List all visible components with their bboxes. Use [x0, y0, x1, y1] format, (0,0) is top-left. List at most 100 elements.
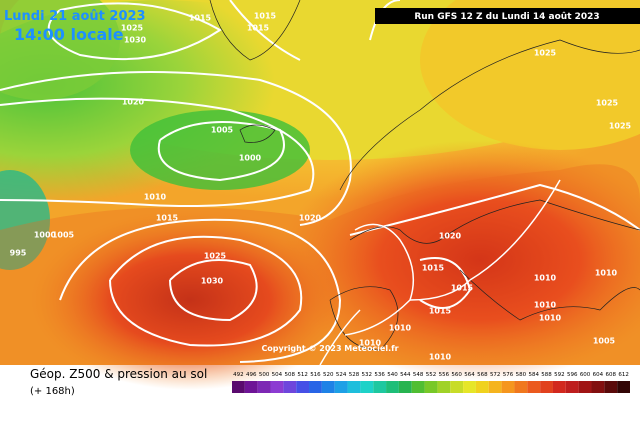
isobar-label: 1020 — [299, 214, 322, 223]
isobar-label: 1015 — [254, 12, 277, 21]
colorbar-swatch — [309, 381, 322, 393]
colorbar: 492 496 500 504 508 512 516 520 524 528 532 536 540 5… — [232, 372, 630, 393]
copyright: Copyright © 2023 Meteociel.fr — [261, 344, 398, 353]
colorbar-label: 492 — [233, 372, 244, 378]
isobar-label: 1010 — [534, 274, 557, 283]
colorbar-label: 584 — [528, 372, 539, 378]
colorbar-label: 604 — [593, 372, 604, 378]
colorbar-label: 524 — [336, 372, 347, 378]
isobar-label: 1005 — [52, 231, 75, 240]
colorbar-swatch — [244, 381, 258, 393]
colorbar-swatch — [398, 381, 412, 393]
colorbar-label: 512 — [297, 372, 308, 378]
colorbar-swatch — [552, 381, 566, 393]
coastlines — [209, 0, 640, 351]
colorbar-label: 592 — [554, 372, 565, 378]
isobar-label: 1010 — [539, 314, 562, 323]
colorbar-label: 600 — [580, 372, 591, 378]
colorbar-label: 588 — [541, 372, 552, 378]
isobar-label: 1010 — [534, 301, 557, 310]
colorbar-swatch — [540, 381, 553, 393]
colorbar-label: 572 — [490, 372, 501, 378]
isobar-label: 1010 — [429, 353, 452, 362]
colorbar-label: 608 — [605, 372, 616, 378]
isobar-label: 1025 — [609, 122, 632, 131]
colorbar-swatch — [321, 381, 335, 393]
run-info: Run GFS 12 Z du Lundi 14 août 2023 — [414, 12, 599, 22]
colorbar-swatch — [514, 381, 528, 393]
colorbar-swatch — [488, 381, 502, 393]
colorbar-swatch — [283, 381, 297, 393]
colorbar-label: 540 — [387, 372, 398, 378]
isobar-label: 1015 — [189, 14, 212, 23]
colorbar-swatch — [475, 381, 489, 393]
isobar-label: 995 — [10, 249, 27, 258]
colorbar-swatch — [373, 381, 387, 393]
isobar-labels: 1015 1015 1015 1025 1030 1020 1005 1000 1010 1015… — [10, 12, 632, 362]
isobar-label: 1025 — [204, 252, 227, 261]
colorbar-label: 556 — [439, 372, 450, 378]
colorbar-swatch — [347, 381, 361, 393]
colorbar-label: 528 — [349, 372, 360, 378]
isobar-lines — [0, 0, 640, 363]
colorbar-label: 564 — [464, 372, 475, 378]
colorbar-swatch — [591, 381, 605, 393]
colorbar-swatch — [257, 381, 271, 393]
colorbar-label: 532 — [362, 372, 373, 378]
isobar-label: 1025 — [121, 24, 144, 33]
colorbar-label: 568 — [477, 372, 488, 378]
valid-date: Lundi 21 août 2023 — [4, 9, 146, 24]
colorbar-label: 520 — [323, 372, 334, 378]
colorbar-swatch — [424, 381, 438, 393]
colorbar-label: 544 — [400, 372, 411, 378]
colorbar-swatch — [437, 381, 451, 393]
colorbar-label: 496 — [246, 372, 257, 378]
isobar-label: 1010 — [359, 339, 382, 348]
map-field — [0, 0, 640, 390]
colorbar-swatch — [501, 381, 515, 393]
isobar-label: 1005 — [211, 126, 234, 135]
lead-time: (+ 168h) — [30, 386, 75, 397]
colorbar-swatch — [527, 381, 541, 393]
isobar-label: 1020 — [122, 98, 145, 107]
colorbar-swatch — [463, 381, 476, 393]
isobar-label: 1030 — [201, 277, 224, 286]
colorbar-swatch — [617, 381, 630, 393]
isobar-label: 1015 — [247, 24, 270, 33]
colorbar-swatch — [578, 381, 592, 393]
colorbar-swatch — [334, 381, 348, 393]
isobar-label: 1005 — [593, 337, 616, 346]
colorbar-label: 612 — [618, 372, 629, 378]
isobar-label: 1030 — [124, 36, 147, 45]
run-bg — [375, 8, 640, 24]
borders — [319, 179, 561, 366]
isobar-label: 1015 — [422, 264, 445, 273]
colorbar-swatch — [604, 381, 618, 393]
isobar-label: 1010 — [389, 324, 412, 333]
colorbar-label: 500 — [259, 372, 270, 378]
colorbar-label: 560 — [451, 372, 462, 378]
valid-time: 14:00 locale — [14, 25, 124, 44]
isobar-label: 1015 — [156, 214, 179, 223]
isobar-label: 1020 — [439, 232, 462, 241]
colorbar-swatch — [450, 381, 464, 393]
colorbar-label: 548 — [413, 372, 424, 378]
colorbar-label: 596 — [567, 372, 578, 378]
colorbar-label: 516 — [310, 372, 321, 378]
isobar-label: 1025 — [534, 49, 557, 58]
colorbar-label: 508 — [285, 372, 296, 378]
isobar-label: 1025 — [596, 99, 619, 108]
colorbar-swatch — [565, 381, 579, 393]
isobar-label: 1010 — [595, 269, 618, 278]
isobar-label: 1015 — [429, 307, 452, 316]
colorbar-swatch — [296, 381, 310, 393]
colorbar-swatch — [411, 381, 425, 393]
isobar-label: 1000 — [239, 154, 262, 163]
colorbar-label: 576 — [503, 372, 514, 378]
colorbar-swatch — [232, 381, 245, 393]
colorbar-label: 580 — [516, 372, 527, 378]
colorbar-label: 504 — [272, 372, 283, 378]
isobar-label: 1010 — [144, 193, 167, 202]
colorbar-label: 536 — [374, 372, 385, 378]
